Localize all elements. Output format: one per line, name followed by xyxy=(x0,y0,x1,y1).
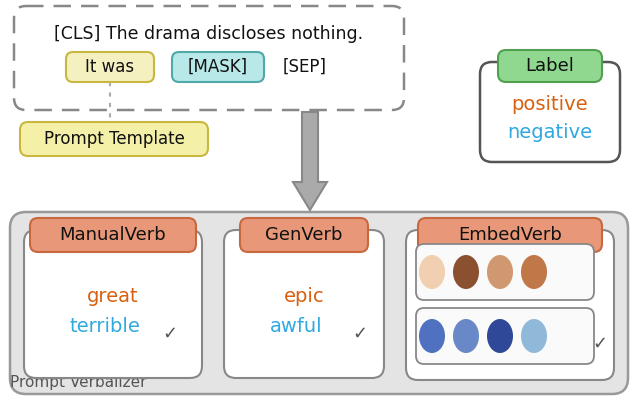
FancyBboxPatch shape xyxy=(406,230,614,380)
FancyBboxPatch shape xyxy=(24,230,202,378)
Text: negative: negative xyxy=(508,122,593,141)
Text: great: great xyxy=(87,286,139,305)
Text: ✓: ✓ xyxy=(353,325,367,343)
Text: Label: Label xyxy=(525,57,575,75)
Text: Prompt Verbalizer: Prompt Verbalizer xyxy=(10,375,147,391)
Text: ✓: ✓ xyxy=(593,335,607,353)
FancyBboxPatch shape xyxy=(10,212,628,394)
Ellipse shape xyxy=(521,319,547,353)
FancyBboxPatch shape xyxy=(416,308,594,364)
Ellipse shape xyxy=(487,255,513,289)
Text: awful: awful xyxy=(269,316,323,335)
Polygon shape xyxy=(293,112,327,210)
Text: EmbedVerb: EmbedVerb xyxy=(458,226,562,244)
FancyBboxPatch shape xyxy=(418,218,602,252)
Text: [SEP]: [SEP] xyxy=(283,58,327,76)
FancyBboxPatch shape xyxy=(14,6,404,110)
FancyBboxPatch shape xyxy=(20,122,208,156)
Text: ManualVerb: ManualVerb xyxy=(60,226,166,244)
FancyBboxPatch shape xyxy=(224,230,384,378)
Ellipse shape xyxy=(453,319,479,353)
Text: GenVerb: GenVerb xyxy=(265,226,343,244)
Text: ✓: ✓ xyxy=(163,325,177,343)
FancyBboxPatch shape xyxy=(66,52,154,82)
Text: [MASK]: [MASK] xyxy=(188,58,248,76)
Text: It was: It was xyxy=(85,58,134,76)
Ellipse shape xyxy=(453,255,479,289)
FancyBboxPatch shape xyxy=(172,52,264,82)
FancyBboxPatch shape xyxy=(30,218,196,252)
FancyBboxPatch shape xyxy=(498,50,602,82)
Text: epic: epic xyxy=(284,286,324,305)
FancyBboxPatch shape xyxy=(240,218,368,252)
Text: Prompt Template: Prompt Template xyxy=(44,130,184,148)
FancyBboxPatch shape xyxy=(416,244,594,300)
FancyBboxPatch shape xyxy=(480,62,620,162)
Text: terrible: terrible xyxy=(70,316,140,335)
Ellipse shape xyxy=(419,319,445,353)
Ellipse shape xyxy=(487,319,513,353)
Text: [CLS] The drama discloses nothing.: [CLS] The drama discloses nothing. xyxy=(54,25,364,43)
Text: positive: positive xyxy=(512,95,588,114)
Ellipse shape xyxy=(419,255,445,289)
Ellipse shape xyxy=(521,255,547,289)
